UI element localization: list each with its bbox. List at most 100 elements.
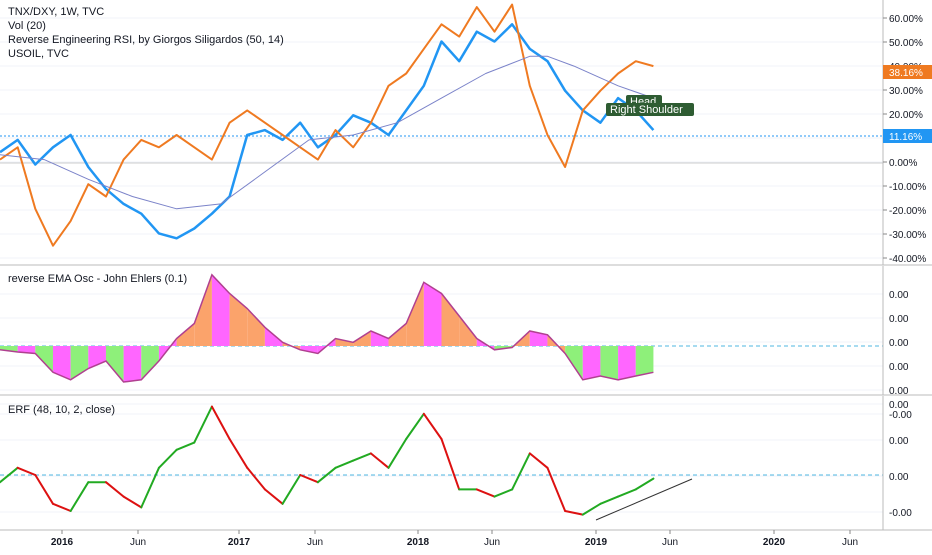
- erf-line-segment: [546, 466, 567, 512]
- osc-area-segment: [459, 316, 477, 346]
- osc-area-segment: [229, 293, 248, 346]
- erf-line-segment: [493, 488, 514, 498]
- osc-area-segment: [52, 346, 71, 380]
- osc-area-segment: [141, 346, 159, 380]
- osc-area-segment: [635, 346, 654, 376]
- price-pane[interactable]: TNX/DXY, 1W, TVC Vol (20) Reverse Engine…: [0, 0, 932, 265]
- price-axis-tick-label: -40.00%: [889, 254, 926, 265]
- erf-line-segment: [369, 452, 390, 469]
- erf-axis-ticks[interactable]: 0.000.000.00-0.00: [889, 400, 912, 519]
- erf-line-segment: [405, 412, 425, 440]
- erf-line-segment: [104, 481, 125, 498]
- oscillator-pane[interactable]: reverse EMA Osc - John Ehlers (0.1) 0.00…: [0, 266, 912, 421]
- price-axis-tick-label: 0.00%: [889, 158, 917, 169]
- price-axis-tick-label: 20.00%: [889, 110, 923, 121]
- time-axis-tick-label: 2016: [51, 537, 74, 548]
- erf-line-segment: [387, 438, 408, 469]
- osc-axis-tick-label: 0.00: [889, 290, 909, 301]
- time-axis-tick-label: Jun: [307, 537, 323, 548]
- usoil-line[interactable]: [0, 3, 654, 247]
- rsi-overlay-line[interactable]: [0, 55, 654, 210]
- osc-axis-tick-label: 0.00: [889, 314, 909, 325]
- price-axis-tick-label: 30.00%: [889, 86, 923, 97]
- trendline[interactable]: [595, 478, 693, 521]
- erf-line-segment: [210, 405, 231, 440]
- osc-axis-tick-label: 0.00: [889, 386, 909, 397]
- price-series-group: [0, 3, 655, 247]
- erf-axis-tick-label: 0.00: [889, 400, 909, 411]
- erf-line-segment: [175, 441, 196, 451]
- osc-area-segment: [406, 282, 424, 346]
- osc-area-segment: [423, 282, 442, 346]
- erf-axis-tick-label: 0.00: [889, 436, 909, 447]
- time-axis-tick-label: 2018: [407, 537, 430, 548]
- time-axis-tick-label: 2019: [585, 537, 608, 548]
- time-axis-tick-label: Jun: [130, 537, 146, 548]
- time-axis-tick-label: 2020: [763, 537, 786, 548]
- osc-area-segment: [582, 346, 601, 380]
- erf-line-segment: [281, 474, 302, 505]
- erf-line-segment: [528, 452, 549, 469]
- erf-series: [0, 405, 655, 516]
- price-axis-tick-label: 50.00%: [889, 38, 923, 49]
- erf-pane[interactable]: ERF (48, 10, 2, close) 0.000.000.00-0.00: [0, 396, 912, 530]
- last-price-badge-orange: 38.16%: [883, 65, 932, 79]
- osc-area-segment: [211, 274, 230, 346]
- legend-vol[interactable]: Vol (20): [8, 20, 46, 32]
- legend-usoil[interactable]: USOIL, TVC: [8, 48, 69, 60]
- osc-area-segment: [529, 331, 548, 346]
- erf-line-segment: [334, 459, 355, 469]
- legend-erf[interactable]: ERF (48, 10, 2, close): [8, 404, 115, 416]
- time-axis[interactable]: 2016 Jun 2017 Jun 2018 Jun 2019 Jun 2020 Jun: [51, 530, 858, 548]
- legend-tnx-dxy[interactable]: TNX/DXY, 1W, TVC: [8, 6, 104, 18]
- osc-line[interactable]: [0, 273, 654, 383]
- annotation-right-shoulder-label: Right Shoulder: [610, 104, 683, 116]
- erf-line-segment: [599, 495, 620, 505]
- time-axis-tick-label: 2017: [228, 537, 251, 548]
- osc-area-segment: [600, 346, 619, 380]
- erf-line-segment: [316, 466, 337, 484]
- osc-axis-tick-label: -0.00: [889, 410, 912, 421]
- erf-axis-tick-label: -0.00: [889, 508, 912, 519]
- last-price-blue-label: 11.16%: [889, 132, 922, 143]
- osc-axis-tick-label: 0.00: [889, 362, 909, 373]
- erf-line-segment: [0, 466, 19, 484]
- legend-rsi[interactable]: Reverse Engineering RSI, by Giorgos Sili…: [8, 34, 284, 46]
- osc-area-segment: [618, 346, 636, 380]
- erf-line-segment: [228, 438, 249, 469]
- erf-line-segment: [122, 495, 143, 509]
- last-price-badge-blue: 11.16%: [883, 129, 932, 143]
- erf-line-segment: [352, 452, 372, 462]
- erf-line-segment: [299, 474, 319, 484]
- price-axis-tick-label: -20.00%: [889, 206, 926, 217]
- osc-area-segment: [300, 346, 318, 354]
- erf-line-segment: [564, 510, 584, 516]
- annotation-right-shoulder[interactable]: Right Shoulder: [606, 103, 694, 116]
- erf-line-segment: [440, 438, 461, 491]
- legend-osc[interactable]: reverse EMA Osc - John Ehlers (0.1): [8, 273, 187, 285]
- oscillator-series: [0, 273, 654, 383]
- osc-area-segment: [388, 323, 407, 346]
- erf-line-segment: [263, 488, 284, 505]
- osc-area-segment: [123, 346, 142, 382]
- osc-area-segment: [353, 331, 371, 346]
- price-axis-tick-label: 60.00%: [889, 14, 923, 25]
- erf-line-segment: [140, 466, 160, 509]
- oscillator-axis-ticks[interactable]: 0.000.000.000.000.00-0.00: [889, 290, 912, 421]
- osc-area-segment: [335, 338, 354, 346]
- osc-area-segment: [0, 346, 18, 352]
- erf-pane-gridlines: [0, 403, 883, 513]
- time-axis-tick-label: Jun: [842, 537, 858, 548]
- erf-line-segment: [34, 474, 54, 505]
- osc-area-segment: [105, 346, 124, 382]
- osc-area-segment: [565, 346, 583, 380]
- erf-line-segment: [157, 448, 178, 469]
- osc-area-segment: [441, 293, 460, 346]
- erf-line-segment: [422, 412, 443, 440]
- osc-area-segment: [176, 323, 195, 346]
- time-axis-tick-label: Jun: [662, 537, 678, 548]
- last-price-orange-label: 38.16%: [889, 68, 923, 79]
- osc-axis-tick-label: 0.00: [889, 338, 909, 349]
